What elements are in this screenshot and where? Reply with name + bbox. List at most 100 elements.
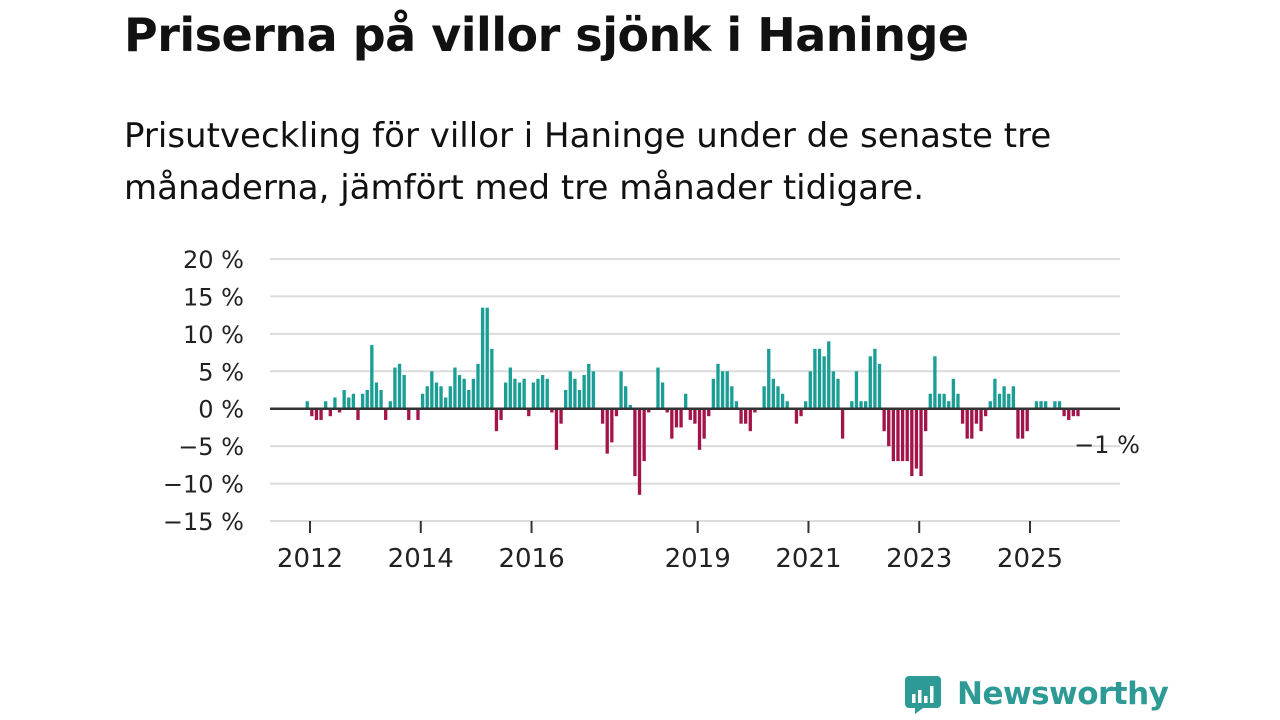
- bar: [499, 408, 503, 420]
- y-tick-label: −5 %: [178, 433, 244, 461]
- bar: [1076, 408, 1080, 417]
- bar: [1025, 408, 1029, 432]
- bar: [568, 371, 572, 409]
- x-tick-label: 2025: [997, 544, 1063, 574]
- bar: [605, 408, 609, 454]
- bar: [356, 408, 360, 420]
- bar: [808, 371, 812, 409]
- bar: [748, 408, 752, 432]
- bar: [425, 386, 429, 409]
- y-tick-label: 0 %: [198, 396, 244, 424]
- bar: [868, 356, 872, 409]
- bar: [1011, 386, 1016, 409]
- chart-title: Priserna på villor sjönk i Haninge: [124, 8, 969, 62]
- bar: [1044, 401, 1048, 409]
- bar: [393, 367, 397, 409]
- brand-logo: Newsworthy: [903, 670, 1169, 718]
- bar: [370, 345, 374, 409]
- bar: [337, 408, 342, 413]
- bar: [854, 371, 859, 409]
- bar: [942, 393, 946, 409]
- bar: [476, 363, 480, 409]
- bar: [1007, 393, 1011, 409]
- bar: [928, 393, 932, 409]
- bars: [305, 307, 1080, 495]
- bar: [444, 397, 448, 409]
- bar: [831, 371, 836, 409]
- bar: [430, 371, 434, 409]
- bar: [670, 408, 674, 439]
- x-tick-label: 2023: [886, 544, 952, 574]
- newsworthy-logo-icon: [905, 676, 941, 714]
- bar: [827, 341, 831, 409]
- bar: [836, 378, 840, 409]
- bar: [910, 408, 914, 477]
- x-tick-label: 2012: [277, 544, 343, 574]
- bar: [794, 408, 799, 424]
- x-tick-label: 2019: [665, 544, 731, 574]
- bar: [1067, 408, 1071, 420]
- bar: [850, 401, 854, 409]
- y-tick-label: −10 %: [163, 471, 244, 499]
- bar: [716, 363, 720, 409]
- bar: [919, 408, 923, 477]
- bar: [785, 401, 789, 409]
- bar: [951, 378, 956, 409]
- bar: [333, 397, 337, 409]
- bar: [462, 378, 466, 409]
- x-axis: 2012 2014 2016 2019 2021 2023 2025: [277, 521, 1063, 574]
- bar: [693, 408, 697, 424]
- bar: [365, 390, 369, 409]
- bar: [587, 363, 591, 409]
- bar: [739, 408, 743, 424]
- bar: [388, 401, 392, 409]
- y-tick-label: 20 %: [183, 246, 244, 274]
- bar: [702, 408, 706, 439]
- bar: [485, 307, 489, 409]
- bar: [776, 386, 780, 409]
- bar: [319, 408, 323, 420]
- bar: [956, 393, 960, 409]
- y-tick-label: 5 %: [198, 358, 244, 386]
- bar: [887, 408, 891, 447]
- bar: [628, 404, 632, 409]
- bar: [933, 356, 937, 409]
- bar: [310, 408, 314, 417]
- bar: [822, 356, 826, 409]
- annotation-group: −1 %: [1074, 431, 1140, 459]
- bar: [734, 401, 739, 409]
- brand-name: Newsworthy: [957, 676, 1169, 712]
- bar: [536, 378, 540, 409]
- latest-value-label: −1 %: [1074, 431, 1140, 459]
- chart-subtitle: Prisutveckling för villor i Haninge unde…: [124, 116, 1052, 208]
- x-tick-label: 2021: [775, 544, 841, 574]
- bar: [864, 401, 868, 409]
- bar: [314, 408, 319, 420]
- bar: [550, 408, 554, 413]
- bar: [402, 375, 406, 409]
- y-tick-label: −15 %: [163, 508, 244, 536]
- bar: [767, 348, 771, 409]
- bar: [656, 367, 660, 409]
- bar: [480, 307, 485, 409]
- bar: [494, 408, 499, 432]
- bar: [891, 408, 896, 462]
- bar: [434, 382, 439, 409]
- grid-lines: [270, 258, 1120, 522]
- bar: [490, 348, 494, 409]
- x-tick-label: 2016: [498, 544, 564, 574]
- bar: [882, 408, 886, 432]
- bar: [559, 408, 563, 424]
- bar: [374, 382, 379, 409]
- bar: [1039, 401, 1043, 409]
- bar: [577, 390, 582, 409]
- bar: [591, 371, 596, 409]
- bar: [328, 408, 332, 417]
- bar: [984, 408, 988, 417]
- bar: [439, 386, 443, 409]
- bar: [711, 378, 716, 409]
- bar: [688, 408, 692, 420]
- bar: [679, 408, 683, 428]
- bar: [420, 393, 425, 409]
- bar: [914, 408, 919, 469]
